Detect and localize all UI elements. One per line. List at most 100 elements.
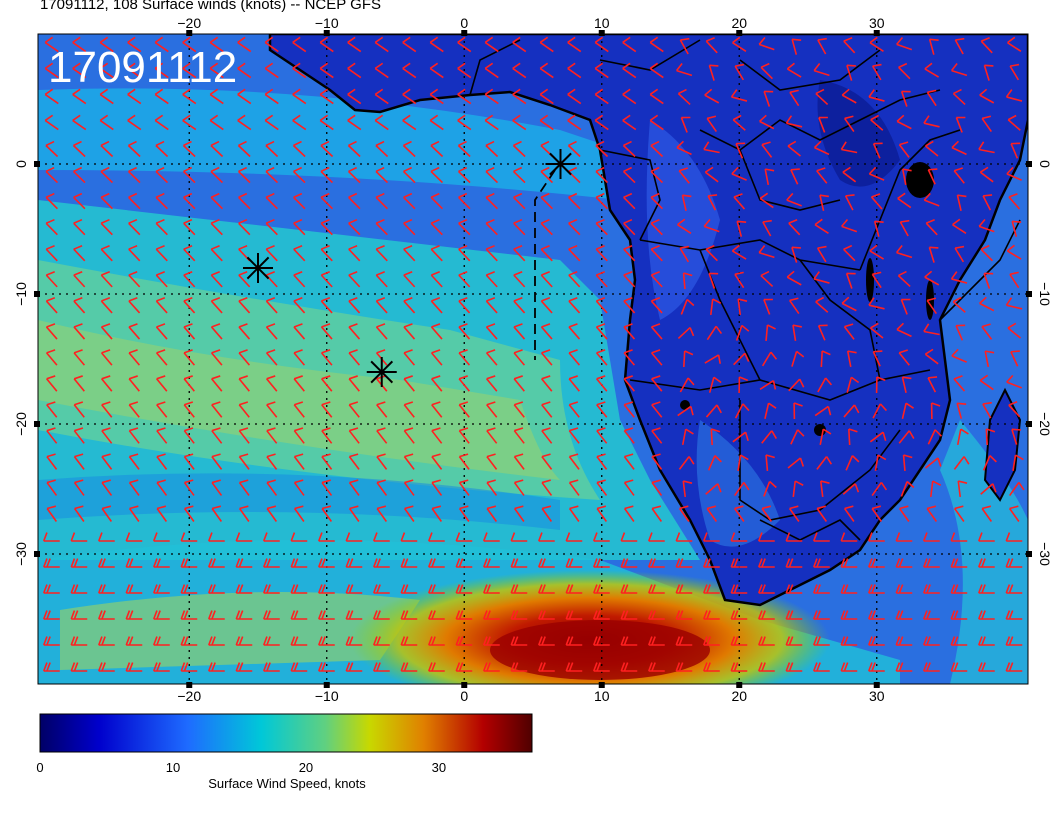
wind-barb [789,89,800,107]
wind-barb [208,584,225,594]
wind-barb [1005,610,1023,620]
wind-barb [595,192,608,210]
wind-barb [760,270,774,288]
wind-barb [568,271,581,288]
wind-barb [648,584,665,594]
wind-barb [208,558,225,568]
wind-barb [898,430,915,444]
wind-barb [403,218,416,236]
wind-barb [293,401,305,418]
wind-barb [209,114,224,131]
wind-barb [457,114,472,131]
wind-barb [595,218,608,236]
wind-barb [293,479,305,496]
wind-barb [538,532,555,542]
wind-barb [983,272,994,289]
wind-barb [238,192,251,210]
wind-barb [320,244,333,262]
wind-barb [98,558,115,568]
wind-barb [373,558,390,568]
wind-barb [183,375,195,392]
wind-barb [348,349,361,366]
wind-barb [99,88,114,105]
wind-barb [265,192,278,210]
wind-barb [180,662,198,672]
wind-barb [846,376,860,393]
wind-barb [840,584,858,594]
wind-barb [455,584,473,594]
wind-barb [737,454,749,472]
wind-barb [707,455,722,471]
wind-barb [842,483,860,495]
wind-barb [622,166,636,184]
wind-barb [898,349,910,366]
wind-barb [70,636,88,646]
wind-barb [593,532,610,542]
wind-barb [265,218,278,236]
wind-barb [900,298,911,315]
wind-barb [679,37,690,55]
wind-barb [978,636,995,646]
wind-barb [596,453,608,470]
wind-barb [458,192,471,210]
wind-barb [816,245,827,263]
wind-barb [951,348,967,363]
wind-barb [705,404,722,418]
wind-barb [898,62,911,80]
axis-ticks: −20 −20 −10 −10 0 0 10 10 20 20 30 30 0 0 −10 −10 −20 −20… [13,15,1053,704]
wind-barb [128,505,140,522]
wind-barb [678,456,695,470]
wind-barb [871,505,883,522]
wind-barb [567,140,581,158]
lon-tick-label-top: −10 [315,15,339,31]
wind-barb [431,505,443,522]
wind-barb [923,115,940,128]
wind-barb [376,401,388,418]
wind-barb [318,610,335,620]
wind-barb [237,166,251,184]
wind-barb [455,610,473,620]
wind-barb [950,584,968,594]
wind-barb [898,141,910,158]
wind-barb [72,114,87,131]
wind-barb [816,456,833,470]
wind-barb [984,350,995,368]
wind-barb [704,166,719,183]
wind-barb [623,505,635,522]
lon-tick-label-bottom: 10 [594,688,610,704]
wind-barb [429,88,444,105]
wind-barb [595,140,609,158]
wind-barb [43,636,60,646]
wind-barb [707,194,718,211]
wind-barb [758,584,775,594]
land-highlands [817,80,900,187]
wind-barb [290,610,308,620]
wind-barb [872,142,883,159]
wind-barb [183,218,196,236]
wind-barb [98,532,115,542]
wind-barb [237,88,252,105]
wind-barb [541,401,553,418]
wind-barb [708,376,722,393]
wind-barb [789,297,800,315]
wind-barb [1007,114,1021,131]
wind-barb [455,636,473,646]
wind-barb [929,480,942,498]
wind-barb [265,166,279,184]
wind-barb [512,114,527,131]
wind-barb [513,453,525,470]
wind-barb [1005,89,1023,102]
wind-barb [237,62,252,79]
wind-barb [430,323,443,340]
lat-tick-label-left: −30 [13,542,29,566]
wind-barb [679,245,690,263]
wind-barb [182,36,197,53]
wind-barb [72,36,87,53]
wind-barb [567,62,582,79]
wind-barb [290,636,308,646]
wind-barb [901,376,912,393]
wind-barb [622,62,637,79]
wind-barb [708,64,719,81]
wind-barb [211,375,223,392]
wind-barb [790,429,805,445]
